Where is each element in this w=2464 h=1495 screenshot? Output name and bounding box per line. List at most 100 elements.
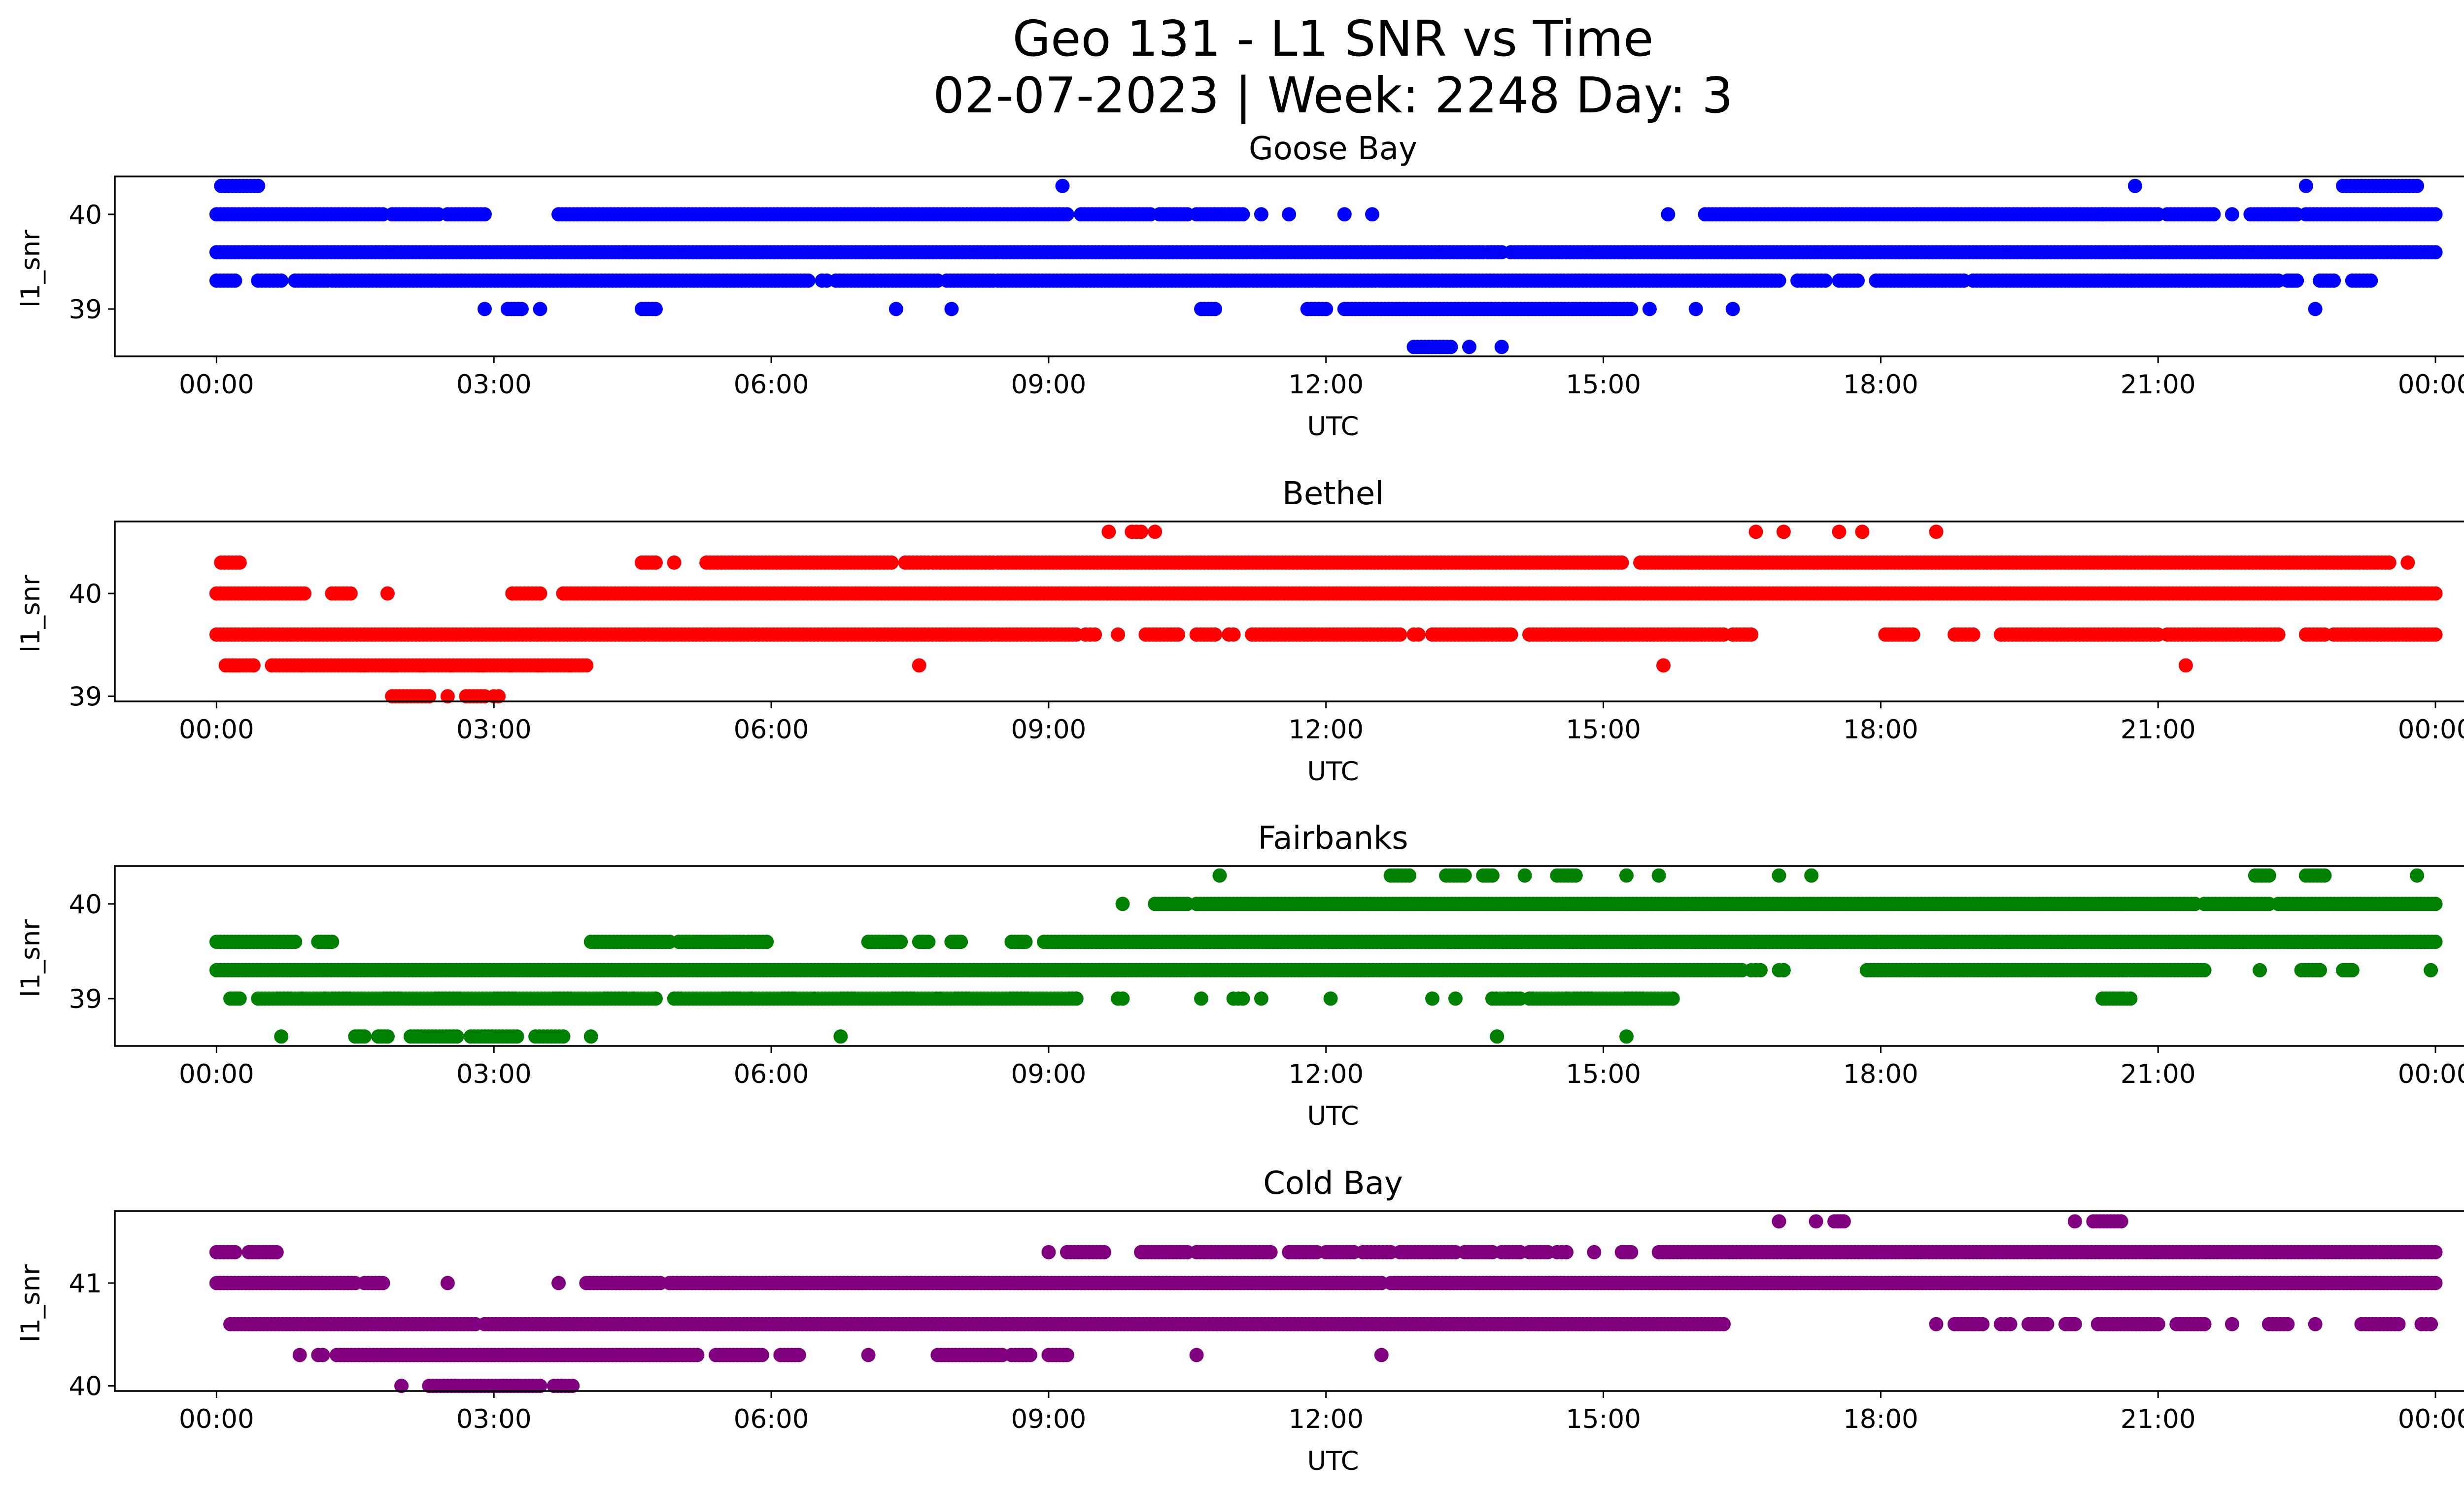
data-point xyxy=(2206,207,2221,222)
data-point xyxy=(2428,897,2443,911)
data-point xyxy=(1966,627,1981,642)
data-point xyxy=(2428,627,2443,642)
data-point xyxy=(1235,207,1250,222)
data-point xyxy=(1804,868,1819,883)
data-point xyxy=(884,555,899,570)
data-point xyxy=(2428,586,2443,601)
data-point xyxy=(2271,627,2286,642)
x-tick-label: 12:00 xyxy=(1288,370,1364,400)
data-point xyxy=(1111,627,1126,642)
data-point xyxy=(1619,868,1634,883)
x-tick-label: 00:00 xyxy=(179,370,254,400)
data-point xyxy=(2308,302,2323,316)
data-point xyxy=(1254,207,1268,222)
data-point xyxy=(1337,207,1352,222)
data-point xyxy=(1457,868,1472,883)
bethel-panel: Bethel UTC l1_snr 00:00 03:00 06:00 09:00 12… xyxy=(16,476,2464,787)
data-point xyxy=(2428,935,2443,949)
x-tick-label: 12:00 xyxy=(1288,715,1364,745)
data-point xyxy=(251,178,266,193)
data-point xyxy=(1393,627,1407,642)
data-point xyxy=(478,302,492,316)
data-point xyxy=(1226,627,1241,642)
data-point xyxy=(1171,627,1186,642)
data-point xyxy=(2424,963,2438,977)
data-point xyxy=(2345,963,2360,977)
x-axis-label: UTC xyxy=(1307,1101,1359,1131)
data-point xyxy=(1776,524,1791,539)
data-point xyxy=(1101,524,1116,539)
data-point xyxy=(2428,207,2443,222)
x-tick-label: 18:00 xyxy=(1843,715,1918,745)
data-point xyxy=(533,302,548,316)
y-tick-label: 39 xyxy=(69,295,102,325)
panel-title: Fairbanks xyxy=(1258,820,1408,857)
x-tick-label: 09:00 xyxy=(1011,370,1087,400)
data-point xyxy=(1661,207,1676,222)
data-point xyxy=(1088,627,1102,642)
data-point xyxy=(1402,868,1417,883)
data-point xyxy=(343,586,358,601)
data-point xyxy=(1776,963,1791,977)
data-point xyxy=(1208,627,1223,642)
panel-title: Goose Bay xyxy=(1249,131,1417,167)
data-point xyxy=(1748,524,1763,539)
data-point xyxy=(801,273,816,288)
goose-bay-panel: Goose Bay UTC l1_snr 00:00 03:00 06:00 09:0… xyxy=(16,131,2464,442)
data-point xyxy=(1134,524,1148,539)
data-point xyxy=(2261,868,2276,883)
data-point xyxy=(1208,302,1223,316)
data-point xyxy=(2363,273,2378,288)
data-point xyxy=(2327,273,2341,288)
plot-frame xyxy=(114,175,2464,357)
data-point xyxy=(2317,868,2332,883)
data-point xyxy=(288,935,303,949)
data-point xyxy=(246,658,261,673)
y-axis-label: l1_snr xyxy=(16,919,46,997)
x-tick-label: 03:00 xyxy=(456,370,532,400)
data-point xyxy=(921,935,936,949)
data-point xyxy=(2224,207,2239,222)
x-tick-label: 21:00 xyxy=(2121,370,2196,400)
data-point xyxy=(380,586,395,601)
data-point xyxy=(514,302,529,316)
data-point xyxy=(2313,963,2327,977)
x-tick-label: 09:00 xyxy=(1011,715,1087,745)
x-tick-label: 06:00 xyxy=(734,370,809,400)
x-axis-label: UTC xyxy=(1307,757,1359,787)
data-point xyxy=(1568,868,1583,883)
x-tick-label: 03:00 xyxy=(456,715,532,745)
scatter-points xyxy=(209,524,2443,704)
scatter-points xyxy=(209,868,2443,1044)
y-tick-label: 40 xyxy=(69,200,102,230)
data-point xyxy=(1365,207,1379,222)
data-point xyxy=(889,302,903,316)
scatter-points xyxy=(209,178,2443,354)
data-point xyxy=(2197,963,2212,977)
data-point xyxy=(1656,658,1671,673)
x-tick-label: 00:00 xyxy=(2398,715,2464,745)
data-point xyxy=(2400,555,2415,570)
data-point xyxy=(1688,302,1703,316)
data-point xyxy=(274,273,289,288)
data-point xyxy=(2179,658,2193,673)
y-tick-label: 40 xyxy=(69,579,102,609)
data-point xyxy=(325,935,340,949)
data-point xyxy=(1832,524,1847,539)
data-point xyxy=(1504,627,1518,642)
data-point xyxy=(912,658,926,673)
data-point xyxy=(579,658,594,673)
x-tick-label: 00:00 xyxy=(179,715,254,745)
data-point xyxy=(1018,935,1033,949)
data-point xyxy=(1319,302,1334,316)
data-point xyxy=(1818,273,1833,288)
y-axis-label: l1_snr xyxy=(16,230,46,308)
fairbanks-panel: Fairbanks UTC l1_snr 00:00 03:00 06:00 09:0… xyxy=(16,820,2464,1131)
data-point xyxy=(297,586,312,601)
data-point xyxy=(1753,963,1768,977)
data-point xyxy=(1642,302,1657,316)
x-tick-label: 06:00 xyxy=(734,715,809,745)
data-point xyxy=(1624,302,1639,316)
data-point xyxy=(1212,868,1227,883)
